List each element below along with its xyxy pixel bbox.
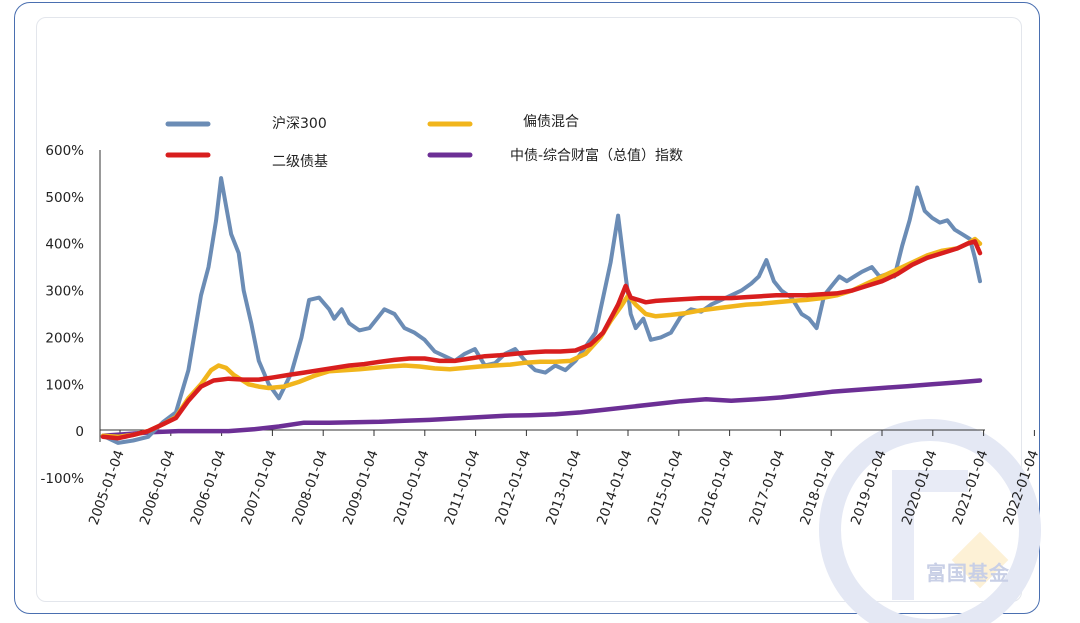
- legend: 沪深300 偏债混合 二级债基 中债-综合财富（总值）指数: [165, 114, 683, 170]
- x-tick-label: 2017-01-04: [746, 448, 788, 527]
- y-tick-label: -100%: [41, 471, 85, 487]
- y-tick-label: 500%: [45, 190, 84, 206]
- series-line-1: [100, 236, 983, 440]
- y-tick-label: 300%: [45, 284, 84, 300]
- y-tick-label: 400%: [45, 237, 84, 253]
- watermark-text: 富国基金: [926, 561, 1010, 585]
- x-tick-label: 2006-01-04: [187, 448, 229, 527]
- series-lines: [100, 176, 983, 445]
- legend-label-bond-hybrid: 偏债混合: [523, 114, 579, 130]
- series-line-3: [100, 378, 983, 439]
- y-tick-label: 600%: [45, 143, 84, 159]
- y-tick-label: 100%: [45, 377, 84, 393]
- x-tick-label: 2006-01-04: [137, 448, 179, 527]
- x-tick-label: 2008-01-04: [289, 448, 331, 527]
- x-tick-label: 2009-01-04: [340, 448, 382, 527]
- series-line-0: [101, 176, 982, 445]
- y-axis-ticks: -100% 0 100% 200% 300% 400% 500% 600%: [41, 143, 85, 487]
- series-line-2: [100, 239, 983, 441]
- x-tick-label: 2013-01-04: [543, 448, 585, 527]
- x-tick-label: 2011-01-04: [441, 448, 483, 527]
- x-tick-label: 2014-01-04: [594, 448, 636, 527]
- outer-frame: [14, 2, 1040, 614]
- legend-label-bond-index: 中债-综合财富（总值）指数: [510, 147, 683, 164]
- x-tick-label: 2007-01-04: [238, 448, 280, 527]
- x-tick-label: 2010-01-04: [391, 448, 433, 527]
- x-tick-label: 2015-01-04: [645, 448, 687, 527]
- legend-label-csi300: 沪深300: [272, 116, 327, 132]
- y-tick-label: 0: [75, 424, 84, 440]
- x-tick-label: 2005-01-04: [86, 448, 128, 527]
- y-tick-label: 200%: [45, 330, 84, 346]
- x-tick-label: 2012-01-04: [492, 448, 534, 527]
- x-tick-label: 2016-01-04: [695, 448, 737, 527]
- legend-label-secondary-bond-fund: 二级债基: [272, 153, 328, 170]
